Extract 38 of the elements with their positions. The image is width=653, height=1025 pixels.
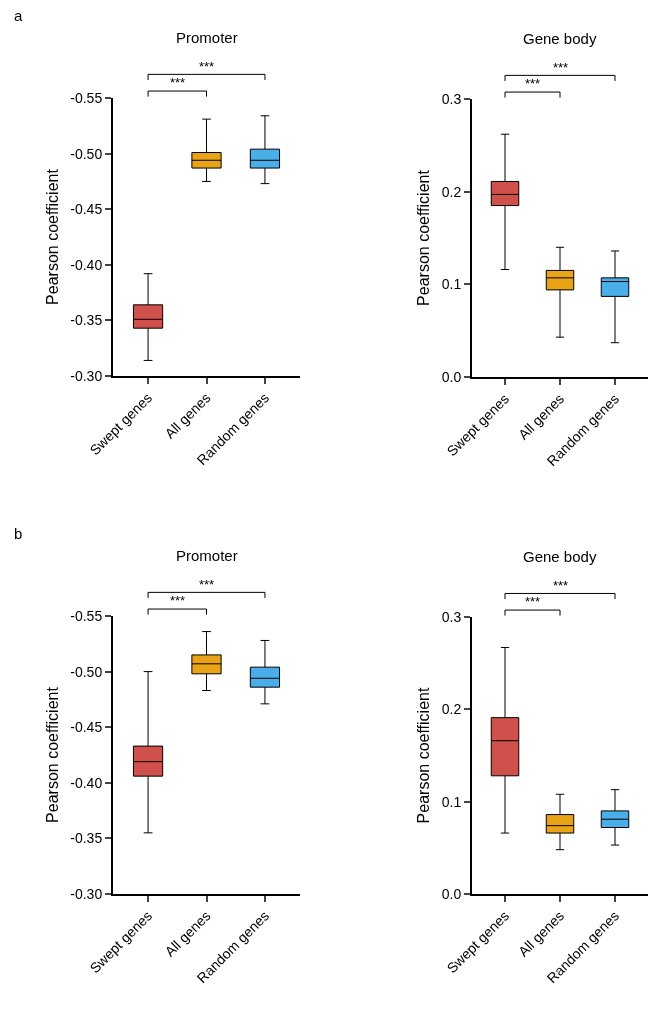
y-tick-label: 0.1	[441, 793, 462, 810]
y-tick-label: 0.2	[441, 701, 462, 718]
y-tick-label: -0.30	[70, 367, 103, 384]
y-tick-label: -0.55	[70, 607, 103, 624]
text: ***	[199, 59, 215, 74]
y-tick-label: 0.2	[441, 183, 462, 200]
y-tick-label: 0.3	[441, 90, 462, 107]
y-tick-label: 0.0	[441, 885, 462, 902]
y-tick-label: -0.50	[70, 145, 103, 162]
y-tick-label: -0.50	[70, 663, 103, 680]
text: ***	[553, 60, 569, 75]
text: ***	[199, 577, 215, 592]
text: ***	[525, 76, 541, 91]
y-tick-label: -0.55	[70, 89, 103, 106]
y-tick-label: 0.3	[441, 608, 462, 625]
y-axis-title: Pearson coefficient	[415, 169, 433, 306]
y-tick-label: -0.45	[70, 719, 103, 736]
y-tick-label: -0.40	[70, 774, 103, 791]
y-tick-label: -0.35	[70, 312, 103, 329]
text: ***	[553, 578, 569, 593]
y-tick-label: 0.1	[441, 276, 462, 293]
chart-title: Gene body	[523, 548, 597, 565]
y-tick-label: -0.35	[70, 830, 103, 847]
chart-title: Promoter	[176, 547, 238, 564]
y-tick-label: -0.30	[70, 885, 103, 902]
text: a	[14, 7, 23, 24]
y-axis-title: Pearson coefficient	[43, 686, 61, 823]
chart-title: Promoter	[176, 29, 238, 46]
y-axis-title: Pearson coefficient	[415, 687, 433, 824]
chart-title: Gene body	[523, 30, 597, 47]
text: ***	[170, 593, 186, 608]
y-tick-label: -0.40	[70, 256, 103, 273]
y-tick-label: -0.45	[70, 201, 103, 218]
y-axis-title: Pearson coefficient	[43, 168, 61, 305]
text: b	[14, 525, 23, 542]
text: ***	[170, 75, 186, 90]
y-tick-label: 0.0	[441, 368, 462, 385]
text: ***	[525, 594, 541, 609]
